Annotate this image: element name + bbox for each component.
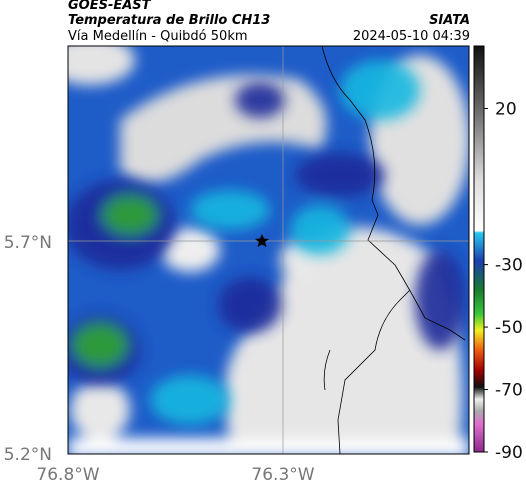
colorbar-tick-label: 20 bbox=[495, 99, 517, 119]
satellite: GOES-EAST bbox=[68, 0, 152, 13]
product: Temperatura de Brillo CH13 bbox=[68, 13, 270, 28]
route: Vía Medellín - Quibdó 50km bbox=[68, 29, 248, 44]
colorbar bbox=[473, 45, 485, 453]
colorbar-tick-label: -70 bbox=[495, 381, 523, 401]
lat-tick: 5.7°N bbox=[4, 233, 52, 253]
timestamp: 2024-05-10 04:39 bbox=[353, 29, 470, 44]
lon-tick: 76.3°W bbox=[251, 465, 314, 485]
colorbar-tick-label: -30 bbox=[495, 256, 523, 276]
lon-tick: 76.8°W bbox=[36, 465, 99, 485]
lat-tick: 5.2°N bbox=[4, 445, 52, 465]
source: SIATA bbox=[429, 13, 470, 28]
colorbar-tick-label: -90 bbox=[495, 443, 523, 463]
colorbar-ticks: 20 -30 -50 -70 -90 bbox=[484, 99, 523, 463]
colorbar-tick-label: -50 bbox=[495, 318, 523, 338]
map bbox=[68, 46, 469, 454]
